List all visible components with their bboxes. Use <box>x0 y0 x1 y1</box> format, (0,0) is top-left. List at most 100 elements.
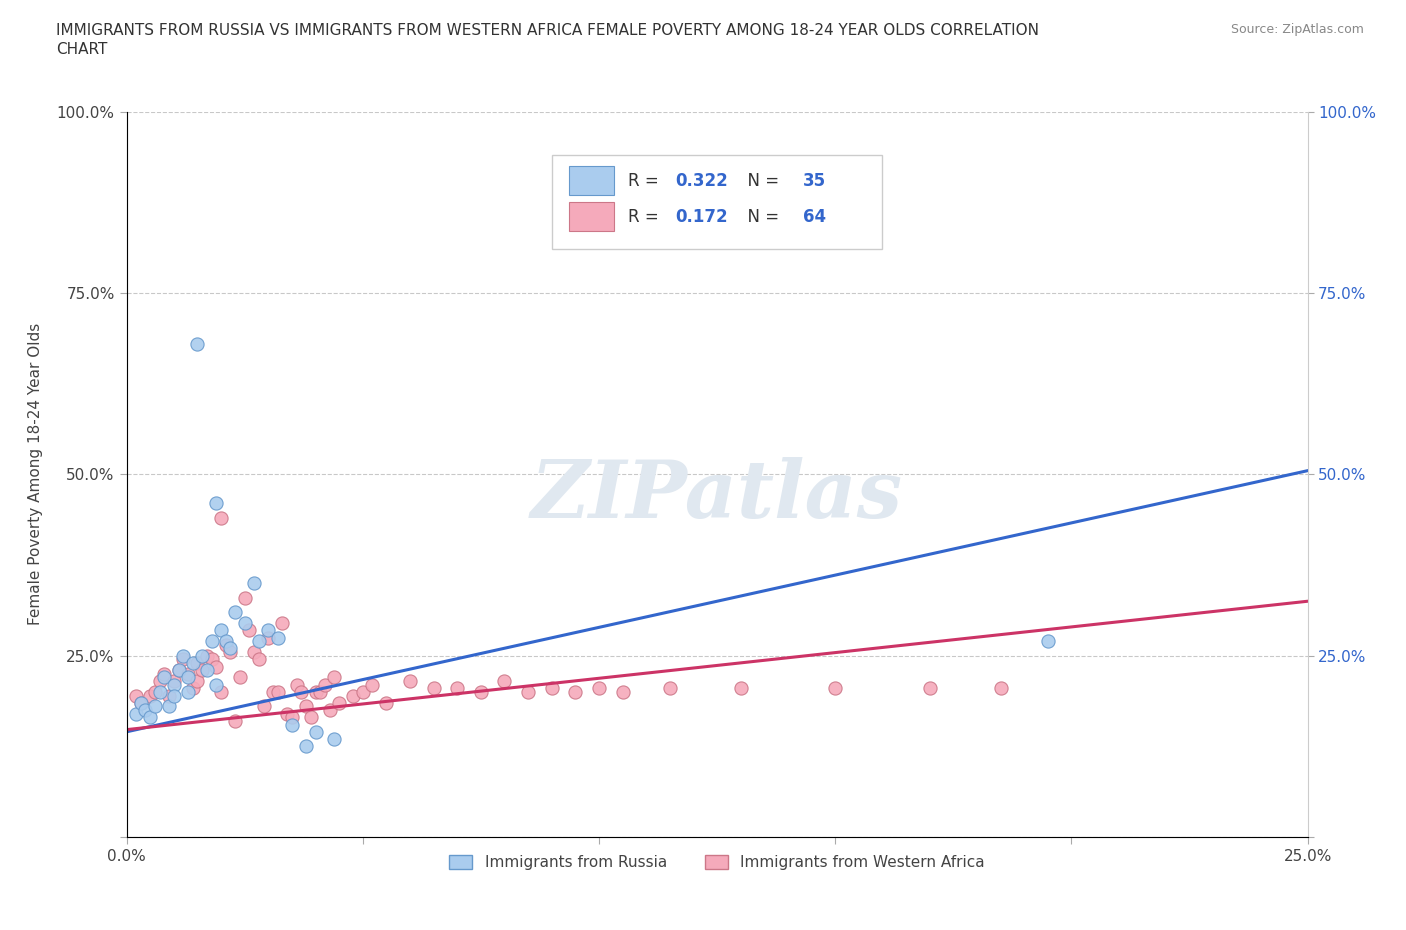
Point <box>295 738 318 753</box>
Point <box>186 673 208 688</box>
Point <box>328 696 350 711</box>
Point <box>229 670 252 684</box>
Point <box>209 623 232 638</box>
Point <box>153 670 176 684</box>
Point <box>125 688 148 703</box>
Point <box>149 684 172 699</box>
Point <box>494 673 516 688</box>
Point <box>588 681 610 696</box>
Point <box>233 616 256 631</box>
Point <box>323 732 346 747</box>
Text: N =: N = <box>737 207 785 226</box>
Point <box>172 652 194 667</box>
Point <box>267 631 290 645</box>
Point <box>257 631 280 645</box>
Point <box>271 616 294 631</box>
Point <box>153 666 176 681</box>
Point <box>318 703 340 718</box>
Point <box>446 681 468 696</box>
Point <box>399 673 422 688</box>
Point <box>517 684 540 699</box>
Point <box>186 656 208 671</box>
Point <box>157 699 180 714</box>
Point <box>129 696 152 711</box>
Point <box>990 681 1012 696</box>
Text: 0.172: 0.172 <box>676 207 728 226</box>
FancyBboxPatch shape <box>551 155 883 249</box>
Bar <box>569 166 614 195</box>
Legend: Immigrants from Russia, Immigrants from Western Africa: Immigrants from Russia, Immigrants from … <box>443 849 991 876</box>
Point <box>276 706 298 721</box>
Point <box>191 648 214 663</box>
Point <box>219 644 242 659</box>
Point <box>125 706 148 721</box>
Point <box>540 681 562 696</box>
Point <box>209 684 232 699</box>
Point <box>224 604 246 619</box>
Point <box>177 670 200 684</box>
Text: CHART: CHART <box>56 42 108 57</box>
Point <box>470 684 492 699</box>
Text: ZIPatlas: ZIPatlas <box>531 458 903 535</box>
Point <box>149 673 172 688</box>
Text: 35: 35 <box>803 171 827 190</box>
Point <box>157 688 180 703</box>
Bar <box>569 203 614 232</box>
Point <box>143 684 166 699</box>
Point <box>323 670 346 684</box>
Point <box>422 681 444 696</box>
Point <box>352 684 374 699</box>
Point <box>181 656 204 671</box>
Point <box>262 684 284 699</box>
Point <box>658 681 681 696</box>
Point <box>163 677 186 692</box>
Point <box>824 681 846 696</box>
Point <box>290 684 312 699</box>
Point <box>181 681 204 696</box>
Point <box>247 633 270 648</box>
Text: N =: N = <box>737 171 785 190</box>
Point <box>281 717 304 732</box>
Text: Source: ZipAtlas.com: Source: ZipAtlas.com <box>1230 23 1364 36</box>
Text: R =: R = <box>628 171 665 190</box>
Point <box>233 591 256 605</box>
Point <box>139 710 162 724</box>
Point <box>247 652 270 667</box>
Point <box>215 633 238 648</box>
Point <box>304 724 326 739</box>
Point <box>177 666 200 681</box>
Point <box>129 696 152 711</box>
Point <box>209 511 232 525</box>
Point <box>375 696 398 711</box>
Point <box>163 673 186 688</box>
Point <box>172 648 194 663</box>
Point <box>361 677 384 692</box>
Point <box>267 684 290 699</box>
Point <box>918 681 941 696</box>
Point <box>252 699 274 714</box>
Point <box>281 710 304 724</box>
Point <box>314 677 336 692</box>
Point <box>257 623 280 638</box>
Point <box>167 663 190 678</box>
Point <box>285 677 308 692</box>
Text: IMMIGRANTS FROM RUSSIA VS IMMIGRANTS FROM WESTERN AFRICA FEMALE POVERTY AMONG 18: IMMIGRANTS FROM RUSSIA VS IMMIGRANTS FRO… <box>56 23 1039 38</box>
Text: 64: 64 <box>803 207 827 226</box>
Point <box>163 688 186 703</box>
Point <box>304 684 326 699</box>
Point <box>243 576 266 591</box>
Point <box>295 699 318 714</box>
Point <box>564 684 586 699</box>
Point <box>342 688 364 703</box>
Point <box>191 663 214 678</box>
Point <box>224 713 246 728</box>
Point <box>730 681 752 696</box>
Point <box>143 699 166 714</box>
Point <box>238 623 260 638</box>
Point <box>167 663 190 678</box>
Point <box>195 663 218 678</box>
Text: R =: R = <box>628 207 665 226</box>
Point <box>1036 633 1059 648</box>
Point <box>186 337 208 352</box>
Point <box>195 648 218 663</box>
